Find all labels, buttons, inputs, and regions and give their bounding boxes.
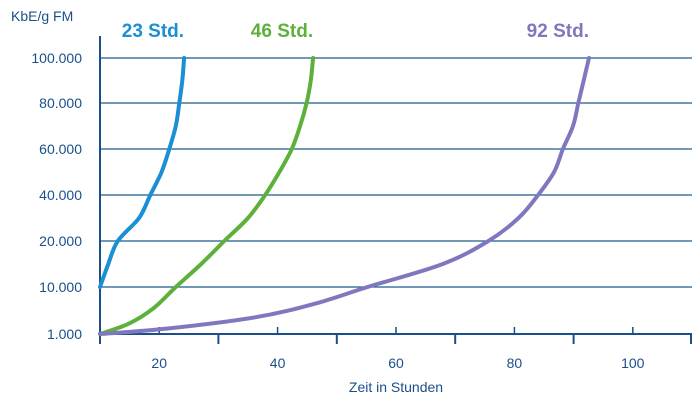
series-label-3: 92 Std.	[527, 21, 589, 42]
x-tick-label: 60	[388, 355, 404, 371]
y-axis-title: KbE/g FM	[11, 8, 73, 24]
y-tick-label: 100.000	[31, 50, 82, 66]
y-tick-label: 80.000	[39, 95, 82, 111]
series-line-3	[98, 56, 591, 336]
x-tick-label: 80	[507, 355, 523, 371]
y-tick-label: 40.000	[39, 187, 82, 203]
series-label-1: 23 Std.	[122, 21, 184, 42]
gridlines	[100, 57, 692, 288]
series-lines	[98, 56, 591, 336]
series-line-2	[98, 56, 316, 336]
series-line-1	[98, 56, 187, 289]
y-tick-label: 60.000	[39, 141, 82, 157]
y-tick-label: 10.000	[39, 279, 82, 295]
x-tick-label: 20	[151, 355, 167, 371]
x-axis-title: Zeit in Stunden	[349, 379, 443, 395]
series-label-2: 46 Std.	[251, 21, 313, 42]
x-tick-label: 40	[270, 355, 286, 371]
text-labels: 1.000 10.000 20.000 40.000 60.000 80.000 100.0…	[11, 8, 645, 395]
y-tick-label: 1.000	[47, 326, 82, 342]
y-tick-label: 20.000	[39, 233, 82, 249]
axes	[99, 36, 692, 344]
x-tick-label: 100	[621, 355, 645, 371]
